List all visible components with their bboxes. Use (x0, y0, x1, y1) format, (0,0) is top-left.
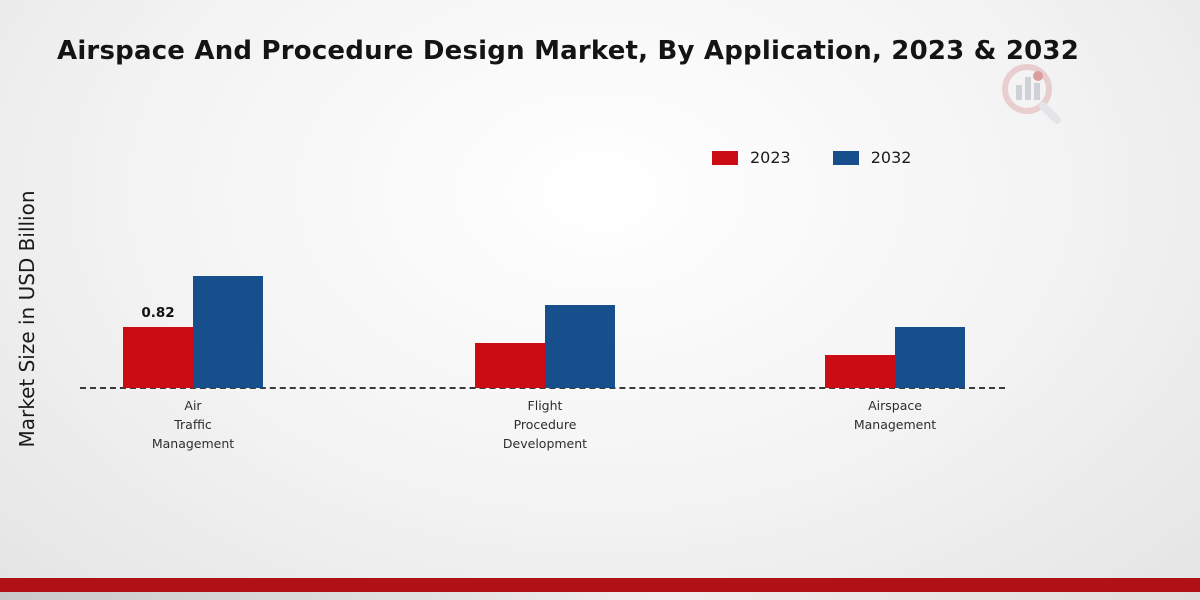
legend: 2023 2032 (712, 148, 911, 167)
bar-value-label: 0.82 (141, 305, 175, 321)
bar-2032-2 (545, 305, 615, 388)
legend-label-2023: 2023 (750, 148, 791, 167)
bar-2023-2 (475, 343, 545, 388)
zero-baseline (80, 387, 1005, 389)
footer-red-band (0, 578, 1200, 592)
category-label: Air Traffic Management (151, 398, 235, 451)
category-label: Flight Procedure Development (502, 398, 588, 451)
brand-watermark-icon (1002, 64, 1061, 124)
category-label: Airspace Management (853, 398, 937, 432)
legend-item-2023: 2023 (712, 148, 791, 167)
bar-2023-3 (825, 355, 895, 388)
page-title: Airspace And Procedure Design Market, By… (57, 36, 1079, 66)
legend-swatch-2032 (832, 150, 859, 165)
bar-2023-1 (123, 327, 193, 388)
bar-2032-3 (895, 327, 965, 388)
footer-gradient-band (0, 592, 1200, 600)
legend-swatch-2023 (712, 150, 738, 165)
legend-item-2032: 2032 (832, 148, 912, 167)
legend-label-2032: 2032 (870, 148, 912, 167)
bar-2032-1 (193, 276, 263, 388)
